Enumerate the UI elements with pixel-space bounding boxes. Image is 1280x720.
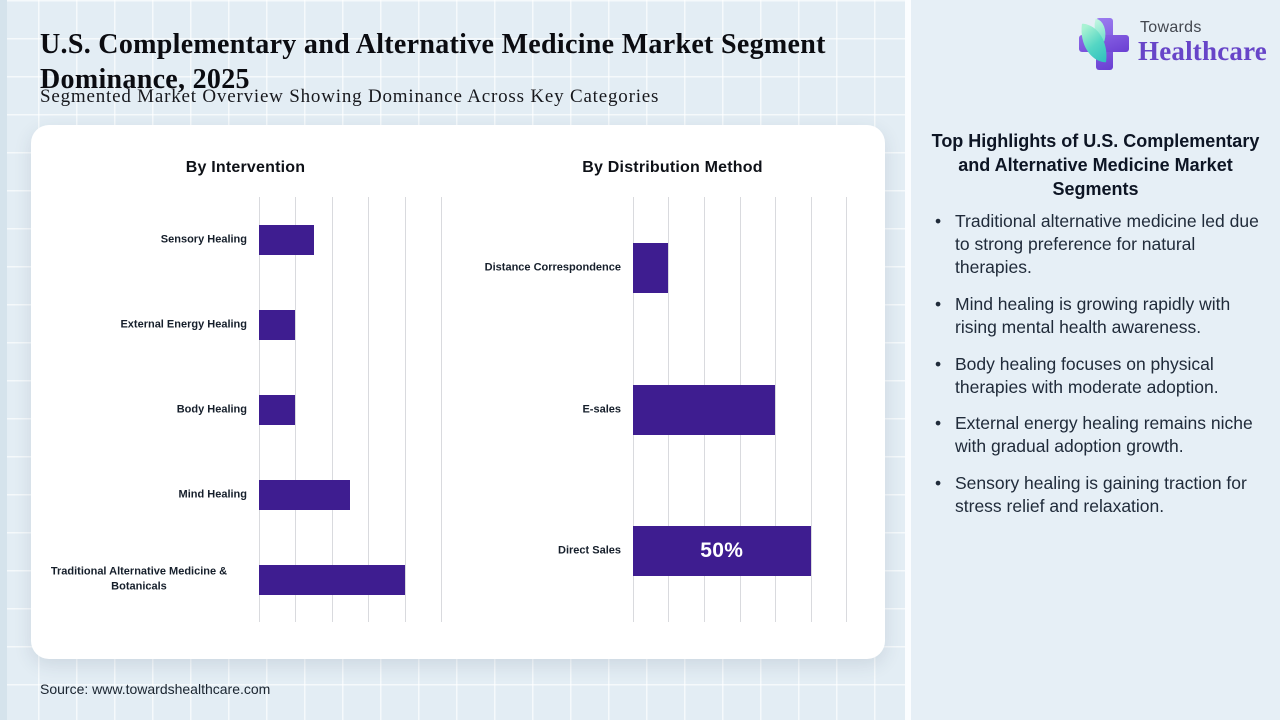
page-subtitle: Segmented Market Overview Showing Domina…	[40, 86, 660, 107]
bar	[259, 479, 350, 510]
bar	[259, 224, 314, 255]
main-area: U.S. Complementary and Alternative Medic…	[0, 0, 905, 720]
charts-card: By Intervention Sensory Healing External …	[31, 125, 885, 659]
bar-value-label: 50%	[700, 539, 744, 563]
bar: 50%	[633, 526, 811, 577]
category-label: Distance Correspondence	[484, 261, 621, 274]
bar-row: Distance Correspondence	[485, 197, 846, 339]
bar-row: Traditional Alternative Medicine & Botan…	[51, 537, 441, 622]
bar	[259, 309, 296, 340]
highlights-list: Traditional alternative medicine led due…	[931, 210, 1268, 532]
page-title: U.S. Complementary and Alternative Medic…	[40, 28, 826, 96]
chart-by-distribution-method: By Distribution Method Distance Correspo…	[460, 125, 885, 659]
gridline	[846, 197, 847, 622]
chart-rows: Sensory Healing External Energy Healing Bo…	[51, 197, 441, 622]
medical-cross-leaf-icon	[1078, 16, 1129, 72]
category-label: Mind Healing	[178, 487, 247, 500]
category-label: Body Healing	[176, 402, 247, 415]
category-label: Direct Sales	[558, 544, 621, 557]
chart-by-intervention: By Intervention Sensory Healing External …	[31, 125, 460, 659]
gridline	[295, 197, 297, 622]
bar	[633, 242, 669, 293]
chart-plot: Distance Correspondence E-sales Direct Sal…	[485, 197, 847, 622]
bar-row: Body Healing	[177, 367, 441, 452]
sidebar: Towards Healthcare Top Highlights of U.S…	[905, 0, 1280, 720]
gridline	[774, 197, 776, 622]
gridline	[368, 197, 370, 622]
category-label: Sensory Healing	[160, 232, 247, 245]
category-label: E-sales	[582, 402, 621, 415]
source-text: Source: www.towardshealthcare.com	[40, 681, 271, 697]
highlight-item: Mind healing is growing rapidly with ris…	[931, 293, 1268, 339]
highlight-item: External energy healing remains niche wi…	[931, 412, 1268, 458]
highlight-item: Body healing focuses on physical therapi…	[931, 353, 1268, 399]
bar	[633, 384, 775, 435]
bar-row: E-sales	[582, 339, 846, 481]
left-edge-strip	[0, 0, 7, 720]
chart-plot: Sensory Healing External Energy Healing Bo…	[51, 197, 442, 622]
bar-row: Mind Healing	[179, 452, 441, 537]
highlight-item: Sensory healing is gaining traction for …	[931, 472, 1268, 518]
gridline	[404, 197, 406, 622]
gridline	[810, 197, 812, 622]
highlights-title: Top Highlights of U.S. Complementary and…	[931, 131, 1260, 199]
bar	[259, 564, 405, 595]
chart-rows: Distance Correspondence E-sales Direct Sal…	[485, 197, 846, 622]
category-label: Traditional Alternative Medicine & Botan…	[50, 565, 228, 593]
bar	[259, 394, 296, 425]
gridline	[331, 197, 333, 622]
category-label: External Energy Healing	[120, 317, 247, 330]
bar-row: External Energy Healing	[120, 282, 441, 367]
highlight-item: Traditional alternative medicine led due…	[931, 210, 1268, 279]
gridline	[441, 197, 442, 622]
bar-row: Direct Sales 50%	[558, 480, 846, 622]
chart-title: By Distribution Method	[582, 159, 763, 176]
bar-row: Sensory Healing	[161, 197, 441, 282]
chart-title: By Intervention	[185, 159, 306, 176]
towards-healthcare-logo: Towards Healthcare	[1078, 16, 1267, 72]
logo-word-towards: Towards	[1140, 19, 1202, 36]
logo-word-healthcare: Healthcare	[1138, 36, 1267, 66]
logo-text: Towards Healthcare	[1138, 16, 1267, 65]
